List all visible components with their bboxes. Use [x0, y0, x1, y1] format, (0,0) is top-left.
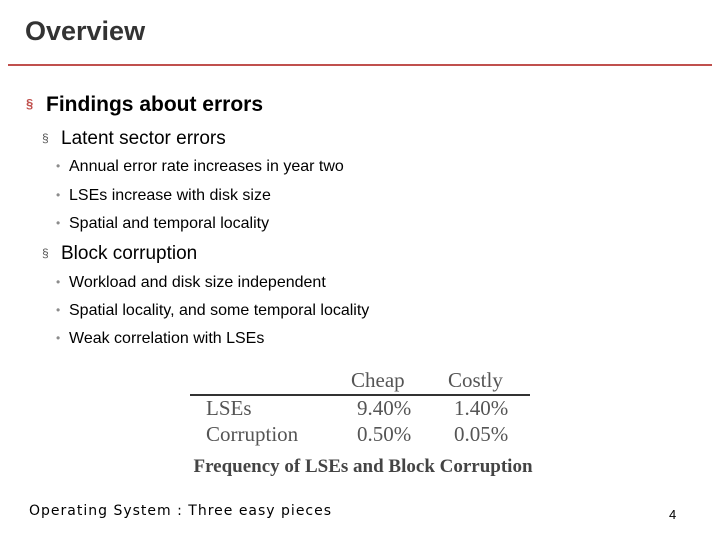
row-label-corruption: Corruption [206, 422, 299, 446]
bullet-text: Latent sector errors [61, 128, 226, 149]
square-bullet-icon: § [42, 131, 49, 145]
cell-corruption-costly: 0.05% [454, 422, 509, 446]
dot-bullet-icon: • [56, 331, 61, 345]
square-bullet-icon: § [42, 246, 49, 260]
bullet-text: LSEs increase with disk size [69, 187, 271, 204]
bullet-text: Block corruption [61, 243, 198, 264]
table-header-rule [190, 394, 530, 396]
cell-lses-costly: 1.40% [454, 396, 509, 420]
bullet-findings-about-errors: § Findings about errors [26, 93, 263, 117]
bullet-text: Spatial and temporal locality [69, 215, 270, 232]
bullet-text: Annual error rate increases in year two [69, 158, 344, 175]
bullet-text: Weak correlation with LSEs [69, 330, 265, 347]
table-caption: Frequency of LSEs and Block Corruption [193, 456, 533, 477]
dot-bullet-icon: • [56, 159, 61, 173]
slide-footer: Operating System : Three easy pieces [29, 503, 333, 519]
list-item: • Spatial and temporal locality [56, 215, 269, 233]
list-item: • Weak correlation with LSEs [56, 330, 264, 348]
cell-corruption-cheap: 0.50% [357, 422, 412, 446]
row-label-lses: LSEs [206, 396, 252, 420]
list-item: • LSEs increase with disk size [56, 187, 271, 205]
list-item: • Annual error rate increases in year two [56, 158, 344, 176]
error-frequency-table: Cheap Costly LSEs 9.40% 1.40% Corruption… [190, 366, 530, 452]
bullet-text: Spatial locality, and some temporal loca… [69, 302, 370, 319]
bullet-latent-sector-errors: § Latent sector errors [42, 128, 226, 150]
dot-bullet-icon: • [56, 303, 61, 317]
page-number: 4 [669, 507, 677, 522]
dot-bullet-icon: • [56, 275, 61, 289]
bullet-block-corruption: § Block corruption [42, 243, 197, 265]
dot-bullet-icon: • [56, 188, 61, 202]
bullet-text: Workload and disk size independent [69, 274, 326, 291]
slide-title: Overview [25, 16, 146, 46]
bullet-text: Findings about errors [46, 93, 264, 116]
list-item: • Workload and disk size independent [56, 274, 326, 292]
title-divider [8, 64, 712, 66]
dot-bullet-icon: • [56, 216, 61, 230]
column-header-cheap: Cheap [351, 368, 405, 392]
square-bullet-icon: § [26, 96, 34, 111]
list-item: • Spatial locality, and some temporal loc… [56, 302, 369, 320]
column-header-costly: Costly [448, 368, 503, 392]
cell-lses-cheap: 9.40% [357, 396, 412, 420]
